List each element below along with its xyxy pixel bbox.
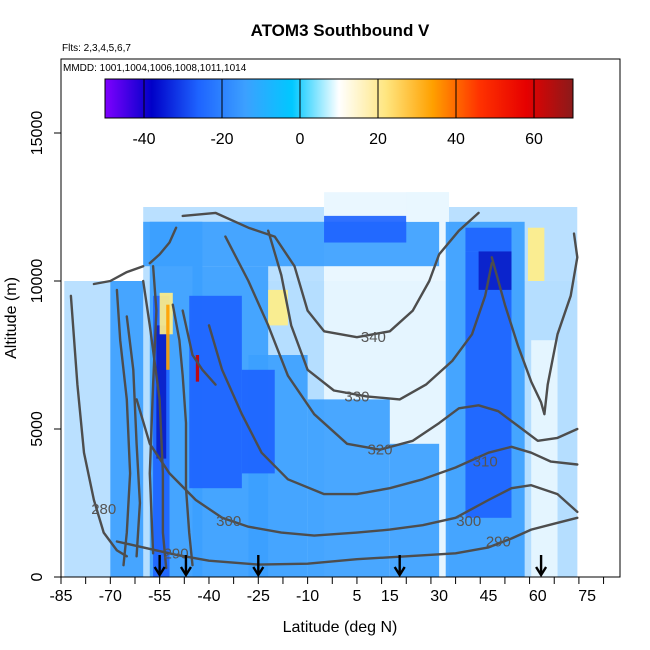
y-tick-label: 5000 bbox=[29, 411, 46, 447]
contour-label: 340 bbox=[361, 329, 386, 346]
colorbar-tick-label: 60 bbox=[525, 131, 543, 148]
chart-title: ATOM3 Southbound V bbox=[251, 21, 430, 40]
contour-line-6 bbox=[181, 211, 480, 339]
contour-labels: 340 330 320 310 300 290 280 300 290 bbox=[91, 329, 511, 562]
contour-line-7 bbox=[490, 232, 579, 416]
contour-label: 300 bbox=[456, 513, 481, 530]
heatmap-cell bbox=[166, 304, 170, 370]
contour-label: 320 bbox=[367, 442, 392, 459]
colorbar-gradient bbox=[104, 78, 574, 119]
contour-label: 290 bbox=[486, 533, 511, 550]
y-tick-label: 15000 bbox=[29, 111, 46, 156]
contour-label: 290 bbox=[164, 545, 189, 562]
x-axis: -85 -70 -55 -40 -25 -10 5 15 30 45 60 75 bbox=[49, 577, 605, 605]
y-tick-label: 10000 bbox=[29, 259, 46, 304]
y-axis: 0 5000 10000 15000 bbox=[29, 111, 61, 581]
contour-line-13 bbox=[181, 309, 217, 386]
x-tick-label: -25 bbox=[247, 588, 270, 605]
contour-line-1 bbox=[115, 516, 579, 566]
heatmap-cell bbox=[324, 215, 407, 243]
x-tick-label: 5 bbox=[352, 588, 361, 605]
flight-marker-arrow bbox=[393, 555, 406, 578]
heatmap-cell bbox=[268, 289, 288, 326]
contour-lines bbox=[69, 211, 579, 570]
heatmap-cell bbox=[307, 399, 390, 577]
contour-line-9 bbox=[148, 265, 158, 555]
contour-line-8 bbox=[141, 279, 168, 570]
heatmap-cell bbox=[406, 192, 450, 222]
x-tick-label: -55 bbox=[148, 588, 171, 605]
x-tick-label: 75 bbox=[578, 588, 596, 605]
heatmap-cell bbox=[241, 369, 275, 474]
plot-frame bbox=[60, 58, 621, 578]
flight-marker-arrow bbox=[153, 555, 166, 578]
contour-label: 300 bbox=[216, 513, 241, 530]
colorbar-ticks: -40 -20 0 20 40 60 bbox=[132, 79, 543, 148]
contour-line-4 bbox=[224, 235, 579, 451]
x-tick-label: 30 bbox=[430, 588, 448, 605]
colorbar-tick-label: 20 bbox=[369, 131, 387, 148]
contour-line-12 bbox=[125, 315, 142, 558]
heatmap-cell bbox=[189, 295, 242, 489]
x-tick-label: 45 bbox=[480, 588, 498, 605]
chart-subtitle-flights: Flts: 2,3,4,5,6,7 bbox=[62, 43, 131, 54]
heatmap-cell bbox=[156, 325, 167, 459]
flight-marker-arrow bbox=[252, 555, 265, 578]
y-axis-label: Altitude (m) bbox=[3, 277, 20, 359]
colorbar-tick-label: 0 bbox=[296, 131, 305, 148]
x-tick-label: -70 bbox=[99, 588, 122, 605]
contour-line-10 bbox=[171, 303, 194, 567]
contour-line-11 bbox=[115, 288, 132, 567]
contour-label: 280 bbox=[91, 501, 116, 518]
colorbar-tick-label: -40 bbox=[132, 131, 155, 148]
x-tick-label: 15 bbox=[381, 588, 399, 605]
heatmap-cell bbox=[465, 227, 512, 252]
x-tick-label: -10 bbox=[296, 588, 319, 605]
flight-markers bbox=[153, 555, 548, 578]
colorbar-tick-label: 40 bbox=[447, 131, 465, 148]
x-axis-label: Latitude (deg N) bbox=[283, 619, 398, 636]
contour-line-14 bbox=[148, 226, 178, 265]
heatmap-field bbox=[64, 192, 578, 577]
heatmap-cell bbox=[195, 355, 200, 382]
heatmap-cell bbox=[527, 227, 545, 281]
x-tick-label: 60 bbox=[529, 588, 547, 605]
x-tick-label: -40 bbox=[197, 588, 220, 605]
colorbar: -40 -20 0 20 40 60 bbox=[104, 78, 574, 148]
flight-marker-arrow bbox=[535, 555, 548, 578]
colorbar-tick-label: -20 bbox=[210, 131, 233, 148]
contour-line-15 bbox=[92, 265, 145, 286]
contour-label: 310 bbox=[473, 454, 498, 471]
contour-line-0 bbox=[69, 294, 129, 558]
heatmap-cell bbox=[465, 251, 512, 518]
chart-subtitle-dates: MMDD: 1001,1004,1006,1008,1011,1014 bbox=[63, 63, 247, 74]
x-tick-label: -85 bbox=[49, 588, 72, 605]
contour-line-5 bbox=[267, 229, 493, 401]
contour-label: 330 bbox=[344, 388, 369, 405]
y-tick-label: 0 bbox=[29, 572, 46, 581]
flight-marker-arrow bbox=[179, 555, 192, 578]
contour-line-3 bbox=[207, 324, 579, 496]
